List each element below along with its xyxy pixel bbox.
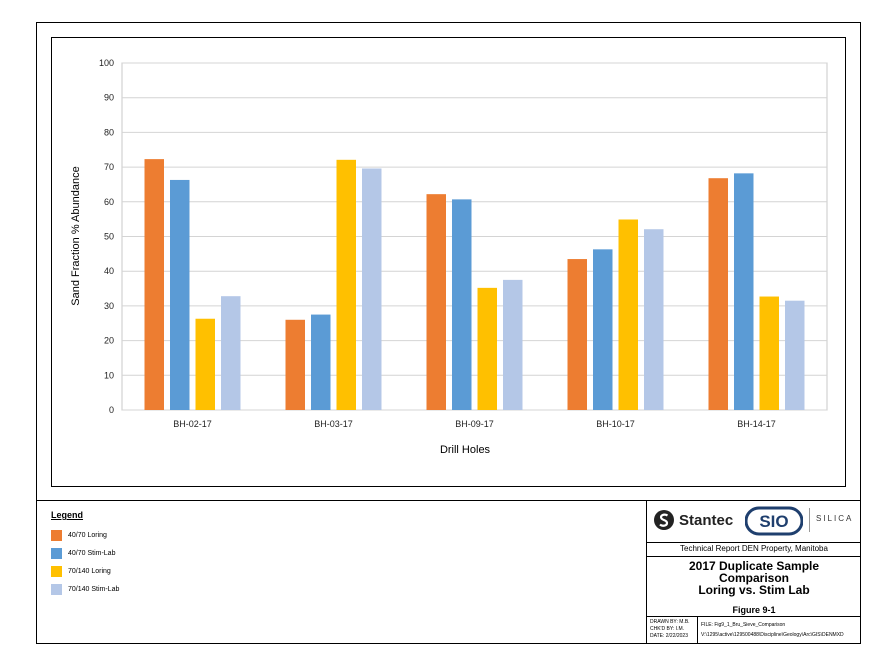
- bar: [708, 178, 728, 410]
- tick-labels: 0 10 20 30 40 50 60 70 80 90 100 BH-02-17 BH-03-17 BH…: [99, 58, 776, 429]
- legend-swatch: [51, 547, 62, 559]
- y-tick-label: 20: [104, 336, 114, 346]
- figure-title-line: 2017 Duplicate Sample: [688, 559, 820, 573]
- legend-label: 70/140 Loring: [68, 567, 111, 575]
- legend-swatch: [51, 529, 62, 541]
- bars: [144, 159, 805, 410]
- file-name: FILE: Fig9_1_Bru_Sieve_Comparison: [701, 622, 786, 628]
- chart-border: [51, 37, 846, 487]
- legend-label: 40/70 Loring: [68, 531, 107, 539]
- bar: [644, 229, 664, 410]
- x-tick-label: BH-02-17: [173, 419, 212, 429]
- silica-wordmark: SILICA: [816, 514, 854, 523]
- stantec-wordmark: Stantec: [679, 511, 734, 529]
- logo-separator: [809, 508, 810, 532]
- drawing-meta: DRAWN BY: M.B. CHK'D BY: I.M. DATE: 2/22…: [647, 617, 861, 644]
- y-tick-label: 40: [104, 266, 114, 276]
- y-tick-label: 30: [104, 301, 114, 311]
- stantec-logo: Stantec: [653, 509, 733, 531]
- drawing-credits: DRAWN BY: M.B. CHK'D BY: I.M. DATE: 2/22…: [650, 619, 695, 640]
- logo-row: Stantec SIO SILICA: [647, 500, 861, 543]
- x-tick-label: BH-03-17: [314, 419, 353, 429]
- bar: [503, 279, 523, 410]
- figure-title-line: Loring vs. Stim Lab: [698, 583, 810, 597]
- title-block: Stantec SIO SILICA Technical Report DEN …: [646, 500, 861, 644]
- legend-label: 70/140 Stim-Lab: [68, 585, 120, 593]
- y-tick-label: 0: [109, 405, 114, 415]
- file-info: FILE: Fig9_1_Bru_Sieve_Comparison V:\129…: [701, 620, 861, 640]
- x-axis-title: Drill Holes: [440, 444, 491, 456]
- legend-title: Legend: [51, 510, 84, 520]
- bar: [170, 179, 190, 410]
- x-tick-label: BH-14-17: [737, 419, 776, 429]
- legend-item: 40/70 Stim-Lab: [51, 544, 119, 562]
- y-tick-label: 50: [104, 232, 114, 242]
- bar: [362, 168, 382, 410]
- figure-title: 2017 Duplicate Sample Comparison Loring …: [647, 560, 861, 596]
- figure-frame: [36, 22, 861, 644]
- bar: [452, 199, 472, 410]
- legend-label: 40/70 Stim-Lab: [68, 549, 116, 557]
- legend: Legend 40/70 Loring 40/70 Stim-Lab 70/14…: [51, 510, 119, 598]
- y-axis-title: Sand Fraction % Abundance: [70, 166, 82, 305]
- bar: [221, 296, 241, 410]
- bar-chart: 0 10 20 30 40 50 60 70 80 90 100 BH-02-17 BH-03-17 BH…: [70, 58, 828, 456]
- legend-item: 70/140 Stim-Lab: [51, 580, 119, 598]
- legend-swatch: [51, 565, 62, 577]
- bar: [477, 287, 497, 410]
- bar: [336, 159, 356, 410]
- y-tick-label: 80: [104, 127, 114, 137]
- bar: [618, 219, 638, 410]
- svg-text:SIO: SIO: [759, 512, 788, 531]
- divider: [697, 617, 698, 644]
- bar: [785, 300, 805, 410]
- divider: [36, 500, 861, 501]
- checked-by: CHK'D BY: I.M.: [650, 626, 685, 632]
- figure-number: Figure 9-1: [647, 604, 861, 617]
- file-path: V:\1295\active\129500488\Discipline\Geol…: [701, 632, 844, 638]
- bar: [567, 259, 587, 410]
- bar: [759, 296, 779, 410]
- bar: [144, 159, 164, 410]
- drawn-by: DRAWN BY: M.B.: [650, 619, 690, 625]
- bar: [195, 318, 215, 410]
- bar: [311, 314, 331, 410]
- bar: [593, 249, 613, 410]
- drawing-date: DATE: 2/22/2023: [650, 633, 688, 639]
- y-tick-label: 90: [104, 93, 114, 103]
- y-tick-label: 10: [104, 370, 114, 380]
- legend-item: 40/70 Loring: [51, 526, 119, 544]
- bar: [285, 319, 305, 410]
- x-tick-label: BH-09-17: [455, 419, 494, 429]
- y-tick-label: 100: [99, 58, 114, 68]
- legend-item: 70/140 Loring: [51, 562, 119, 580]
- x-tick-label: BH-10-17: [596, 419, 635, 429]
- y-tick-label: 60: [104, 197, 114, 207]
- bar: [734, 173, 754, 410]
- y-tick-label: 70: [104, 162, 114, 172]
- sio-logo: SIO: [745, 506, 803, 536]
- legend-swatch: [51, 583, 62, 595]
- bar: [426, 194, 446, 410]
- report-name: Technical Report DEN Property, Manitoba: [647, 542, 861, 557]
- stantec-emblem-icon: [654, 510, 674, 530]
- figure-title-line: Comparison: [718, 571, 789, 585]
